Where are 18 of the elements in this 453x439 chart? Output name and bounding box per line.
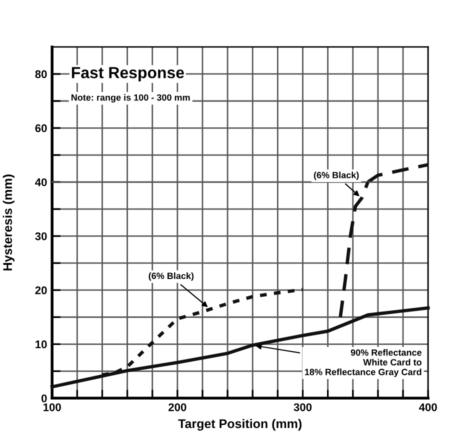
annotation: (6% Black)	[148, 272, 194, 281]
y-tick-label: 60	[35, 124, 47, 132]
x-axis-title: Target Position (mm)	[178, 418, 302, 431]
annotation: (6% Black)	[314, 172, 359, 180]
annotation: Note: range is 100 - 300 mm	[72, 94, 190, 103]
x-tick-label: 100	[44, 403, 61, 412]
text: Fast Response	[72, 67, 184, 82]
y-tick-label: 10	[36, 340, 47, 348]
x-tick-label: 400	[418, 403, 437, 412]
x-tick-label: 200	[168, 403, 186, 412]
y-tick-label: 40	[35, 178, 47, 186]
y-tick-label: 30	[35, 232, 47, 240]
y-tick-label: 20	[35, 286, 47, 294]
x-tick-label: 300	[294, 403, 312, 412]
y-tick-label: 80	[35, 70, 47, 78]
y-tick-label: 0	[41, 394, 47, 402]
y-axis-title: Hysteresis (mm)	[2, 174, 14, 270]
annotation: 90% Reflectance White Card to 18% Reflectance Gray Card	[304, 349, 422, 377]
